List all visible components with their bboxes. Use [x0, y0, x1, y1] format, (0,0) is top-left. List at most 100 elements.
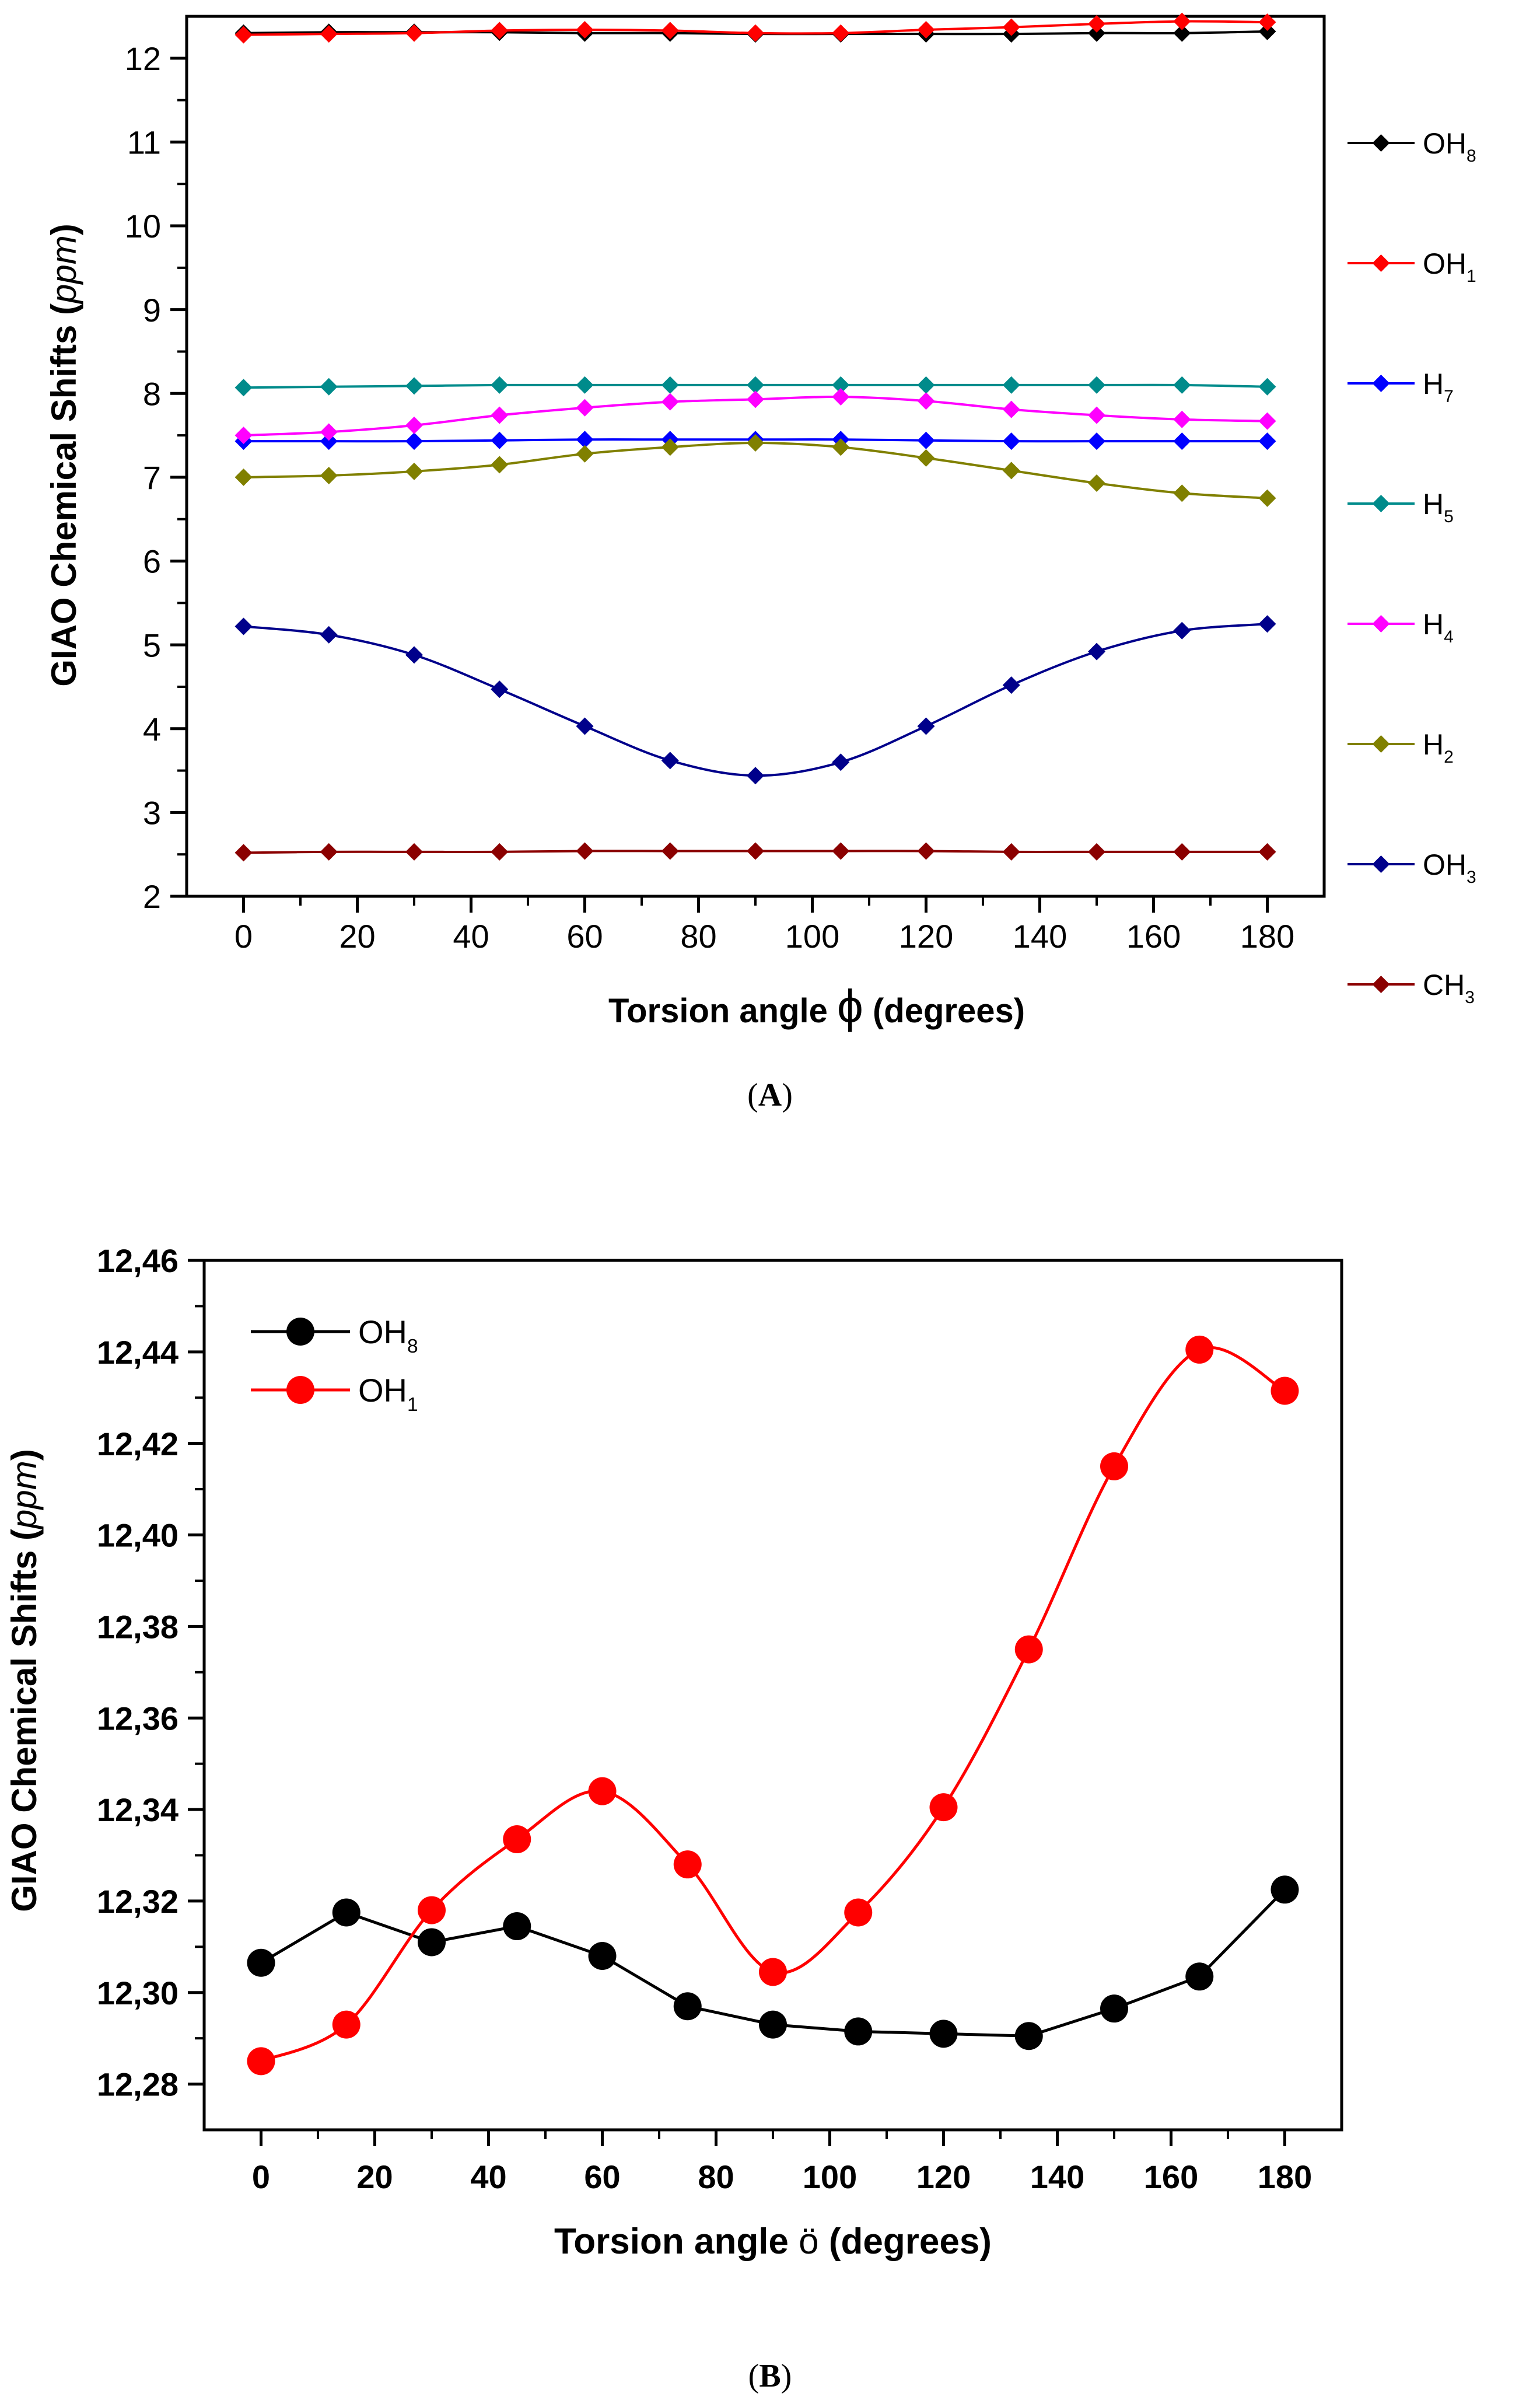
- chart-b-xlabel: Torsion angle ö (degrees): [554, 2221, 992, 2262]
- x-tick-label: 40: [470, 2158, 506, 2195]
- chart-b: 0 20 40 60 80 100 120 140 160 180 12,28 12,30 12,32 1…: [5, 1242, 1343, 2394]
- data-point: [235, 844, 253, 862]
- legend-subscript: 5: [1444, 507, 1454, 526]
- legend-subscript: 7: [1444, 387, 1454, 406]
- y-tick-label: 9: [143, 292, 161, 329]
- data-point: [1258, 615, 1276, 633]
- data-point: [673, 1850, 702, 1879]
- y-tick-label: 12,46: [97, 1242, 178, 1279]
- legend-marker: [1372, 976, 1390, 993]
- data-point: [576, 20, 594, 39]
- legend-label: OH1: [358, 1372, 418, 1416]
- y-tick-label: 12,30: [97, 1975, 178, 2011]
- data-point: [1173, 12, 1191, 30]
- data-point: [332, 1898, 360, 1927]
- data-point: [576, 399, 594, 417]
- legend-label: OH8: [358, 1313, 418, 1357]
- data-point: [1088, 642, 1105, 661]
- data-point: [1173, 484, 1191, 502]
- data-point: [1173, 432, 1191, 450]
- x-tick-label: 20: [339, 918, 375, 955]
- data-point: [1270, 1377, 1299, 1405]
- legend-marker: [1372, 495, 1390, 512]
- data-point: [747, 24, 764, 42]
- data-point: [576, 376, 594, 394]
- data-point: [247, 1948, 275, 1977]
- x-tick-label: 20: [356, 2158, 393, 2195]
- x-tick-label: 180: [1258, 2158, 1312, 2195]
- y-tick-label: 12: [125, 40, 161, 77]
- data-point: [1088, 843, 1105, 861]
- data-point: [917, 376, 935, 394]
- data-point: [503, 1912, 531, 1941]
- data-point: [844, 1898, 873, 1927]
- data-point: [1173, 24, 1191, 42]
- data-point: [332, 2010, 360, 2039]
- chart-a-frame: [185, 15, 1326, 898]
- data-point: [747, 376, 764, 394]
- data-point: [661, 22, 679, 40]
- data-point: [1100, 1452, 1128, 1480]
- x-tick-label: 0: [252, 2158, 270, 2195]
- data-point: [661, 438, 679, 456]
- y-tick-label: 12,38: [97, 1609, 178, 1646]
- data-point: [832, 376, 850, 394]
- y-tick-label: 12,40: [97, 1517, 178, 1554]
- y-tick-label: 12,36: [97, 1700, 178, 1737]
- data-point: [844, 2017, 873, 2046]
- panel-label-b: (B): [748, 2358, 792, 2394]
- data-point: [576, 842, 594, 860]
- chart-b-ylabel: GIAO Chemical Shifts (ppm): [5, 1449, 44, 1912]
- legend-marker: [1372, 254, 1390, 272]
- x-tick-label: 80: [698, 2158, 734, 2195]
- data-point: [235, 26, 253, 44]
- data-point: [759, 2010, 787, 2039]
- y-tick-label: 5: [143, 627, 161, 663]
- data-point: [917, 717, 935, 735]
- legend-label: H7: [1423, 368, 1454, 406]
- data-point: [747, 434, 764, 452]
- x-tick-label: 60: [584, 2158, 620, 2195]
- data-point: [917, 392, 935, 410]
- data-point: [503, 1825, 531, 1854]
- legend-label: H5: [1423, 488, 1454, 526]
- legend-subscript: 3: [1465, 988, 1475, 1007]
- data-point: [576, 431, 594, 449]
- data-point: [405, 377, 423, 395]
- legend-label: CH3: [1423, 969, 1475, 1007]
- data-point: [588, 1777, 617, 1805]
- legend-label: OH1: [1423, 247, 1476, 286]
- legend-marker: [1372, 375, 1390, 392]
- data-point: [247, 2047, 275, 2076]
- legend-subscript: 2: [1444, 747, 1454, 767]
- data-point: [917, 842, 935, 860]
- y-tick-label: 12,42: [97, 1426, 178, 1462]
- data-point: [832, 438, 850, 456]
- legend-label: H2: [1423, 728, 1454, 767]
- y-tick-label: 12,34: [97, 1791, 178, 1828]
- series-line-oh3: [243, 623, 1268, 777]
- data-point: [1173, 410, 1191, 428]
- data-point: [1002, 843, 1020, 861]
- data-point: [235, 468, 253, 486]
- legend-marker: [1372, 855, 1390, 873]
- data-point: [405, 24, 423, 42]
- legend-subscript: 8: [407, 1336, 418, 1357]
- data-point: [1014, 2022, 1043, 2050]
- data-point: [661, 376, 679, 394]
- y-tick-label: 12,32: [97, 1883, 178, 1920]
- legend-subscript: 1: [1466, 267, 1476, 286]
- data-point: [588, 1942, 617, 1970]
- data-point: [1258, 489, 1276, 507]
- data-point: [661, 393, 679, 411]
- x-tick-label: 180: [1240, 918, 1294, 955]
- legend-marker: [1372, 615, 1390, 633]
- data-point: [491, 431, 509, 449]
- data-point: [1002, 462, 1020, 480]
- data-point: [1258, 378, 1276, 396]
- x-tick-label: 120: [899, 918, 953, 955]
- data-point: [661, 752, 679, 770]
- chart-a-xlabel: Torsion angle ϕ (degrees): [608, 980, 1025, 1032]
- data-point: [1002, 676, 1020, 694]
